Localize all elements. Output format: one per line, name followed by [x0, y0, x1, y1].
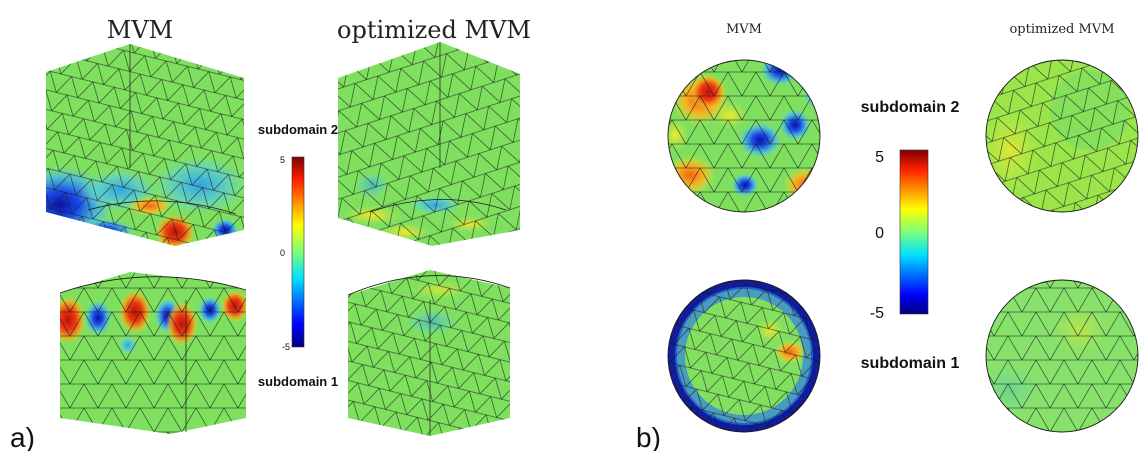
panel-b-colorbar: 5 0 -5: [870, 149, 929, 322]
panel-b: MVM optimized MVM: [636, 22, 1139, 451]
panel-a-colorbar: 5 0 -5: [280, 155, 305, 352]
panel-a-subdomain-2-label: subdomain 2: [258, 122, 338, 137]
panel-b-col-left-title: MVM: [726, 22, 762, 37]
panel-b-colorbar-min-label: -5: [870, 305, 884, 322]
panel-a-colorbar-max-label: 5: [280, 155, 285, 165]
panel-b-subdomain-1-label: subdomain 1: [861, 355, 960, 372]
panel-b-colorbar-mid-label: 0: [875, 225, 884, 242]
panel-a-col-left-title: MVM: [107, 16, 173, 44]
panel-a-colorbar-mid-label: 0: [280, 248, 285, 258]
panel-b-subdomain-2-label: subdomain 2: [861, 99, 960, 116]
panel-a-cube-optimized-subdomain-2: [338, 42, 520, 246]
panel-b-col-right-title: optimized MVM: [1009, 22, 1114, 37]
panel-a-cube-mvm-subdomain-1: [60, 272, 246, 434]
panel-b-disk-optimized-subdomain-1: [986, 280, 1138, 432]
panel-a-label: a): [10, 422, 35, 451]
panel-a-col-right-title: optimized MVM: [337, 16, 531, 44]
panel-b-disk-mvm-subdomain-1: [668, 280, 820, 432]
panel-b-disk-mvm-subdomain-2: [668, 60, 820, 212]
panel-a-subdomain-1-label: subdomain 1: [258, 374, 338, 389]
panel-b-label: b): [636, 422, 661, 451]
panel-b-colorbar-gradient: [899, 149, 929, 315]
panel-a-colorbar-min-label: -5: [282, 342, 290, 352]
panel-a-cube-optimized-subdomain-1: [348, 270, 510, 436]
panel-a-colorbar-gradient: [291, 156, 305, 348]
panel-a: MVM optimized MVM: [10, 16, 531, 451]
panel-a-cube-mvm-subdomain-2: [46, 44, 244, 246]
panel-b-disk-optimized-subdomain-2: [986, 60, 1138, 212]
panel-b-colorbar-max-label: 5: [875, 149, 884, 166]
